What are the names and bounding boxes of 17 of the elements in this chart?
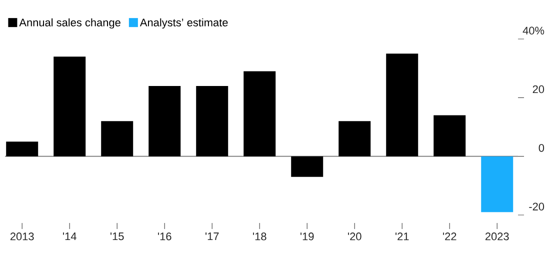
legend-label: Annual sales change	[19, 18, 120, 29]
x-tick-label: '19	[300, 232, 314, 240]
x-tick-label: '15	[110, 232, 124, 240]
y-tick-label: 20	[532, 85, 544, 94]
x-tick-label: '22	[443, 232, 456, 240]
y-tick-label: -20	[529, 202, 544, 210]
x-tick-label: '18	[253, 232, 266, 240]
x-tick-label: 2023	[485, 232, 509, 240]
x-tick-label: '17	[206, 232, 219, 240]
y-tick-label: 0	[538, 144, 544, 152]
x-tick-label: '21	[396, 232, 409, 240]
legend-label: Analysts’ estimate	[140, 18, 228, 29]
y-tick-label: 40%	[522, 26, 544, 34]
x-tick-label: 2013	[10, 232, 34, 240]
x-tick-label: '16	[158, 232, 172, 240]
x-tick-label: '14	[63, 232, 76, 240]
x-tick-label: '20	[348, 232, 362, 240]
